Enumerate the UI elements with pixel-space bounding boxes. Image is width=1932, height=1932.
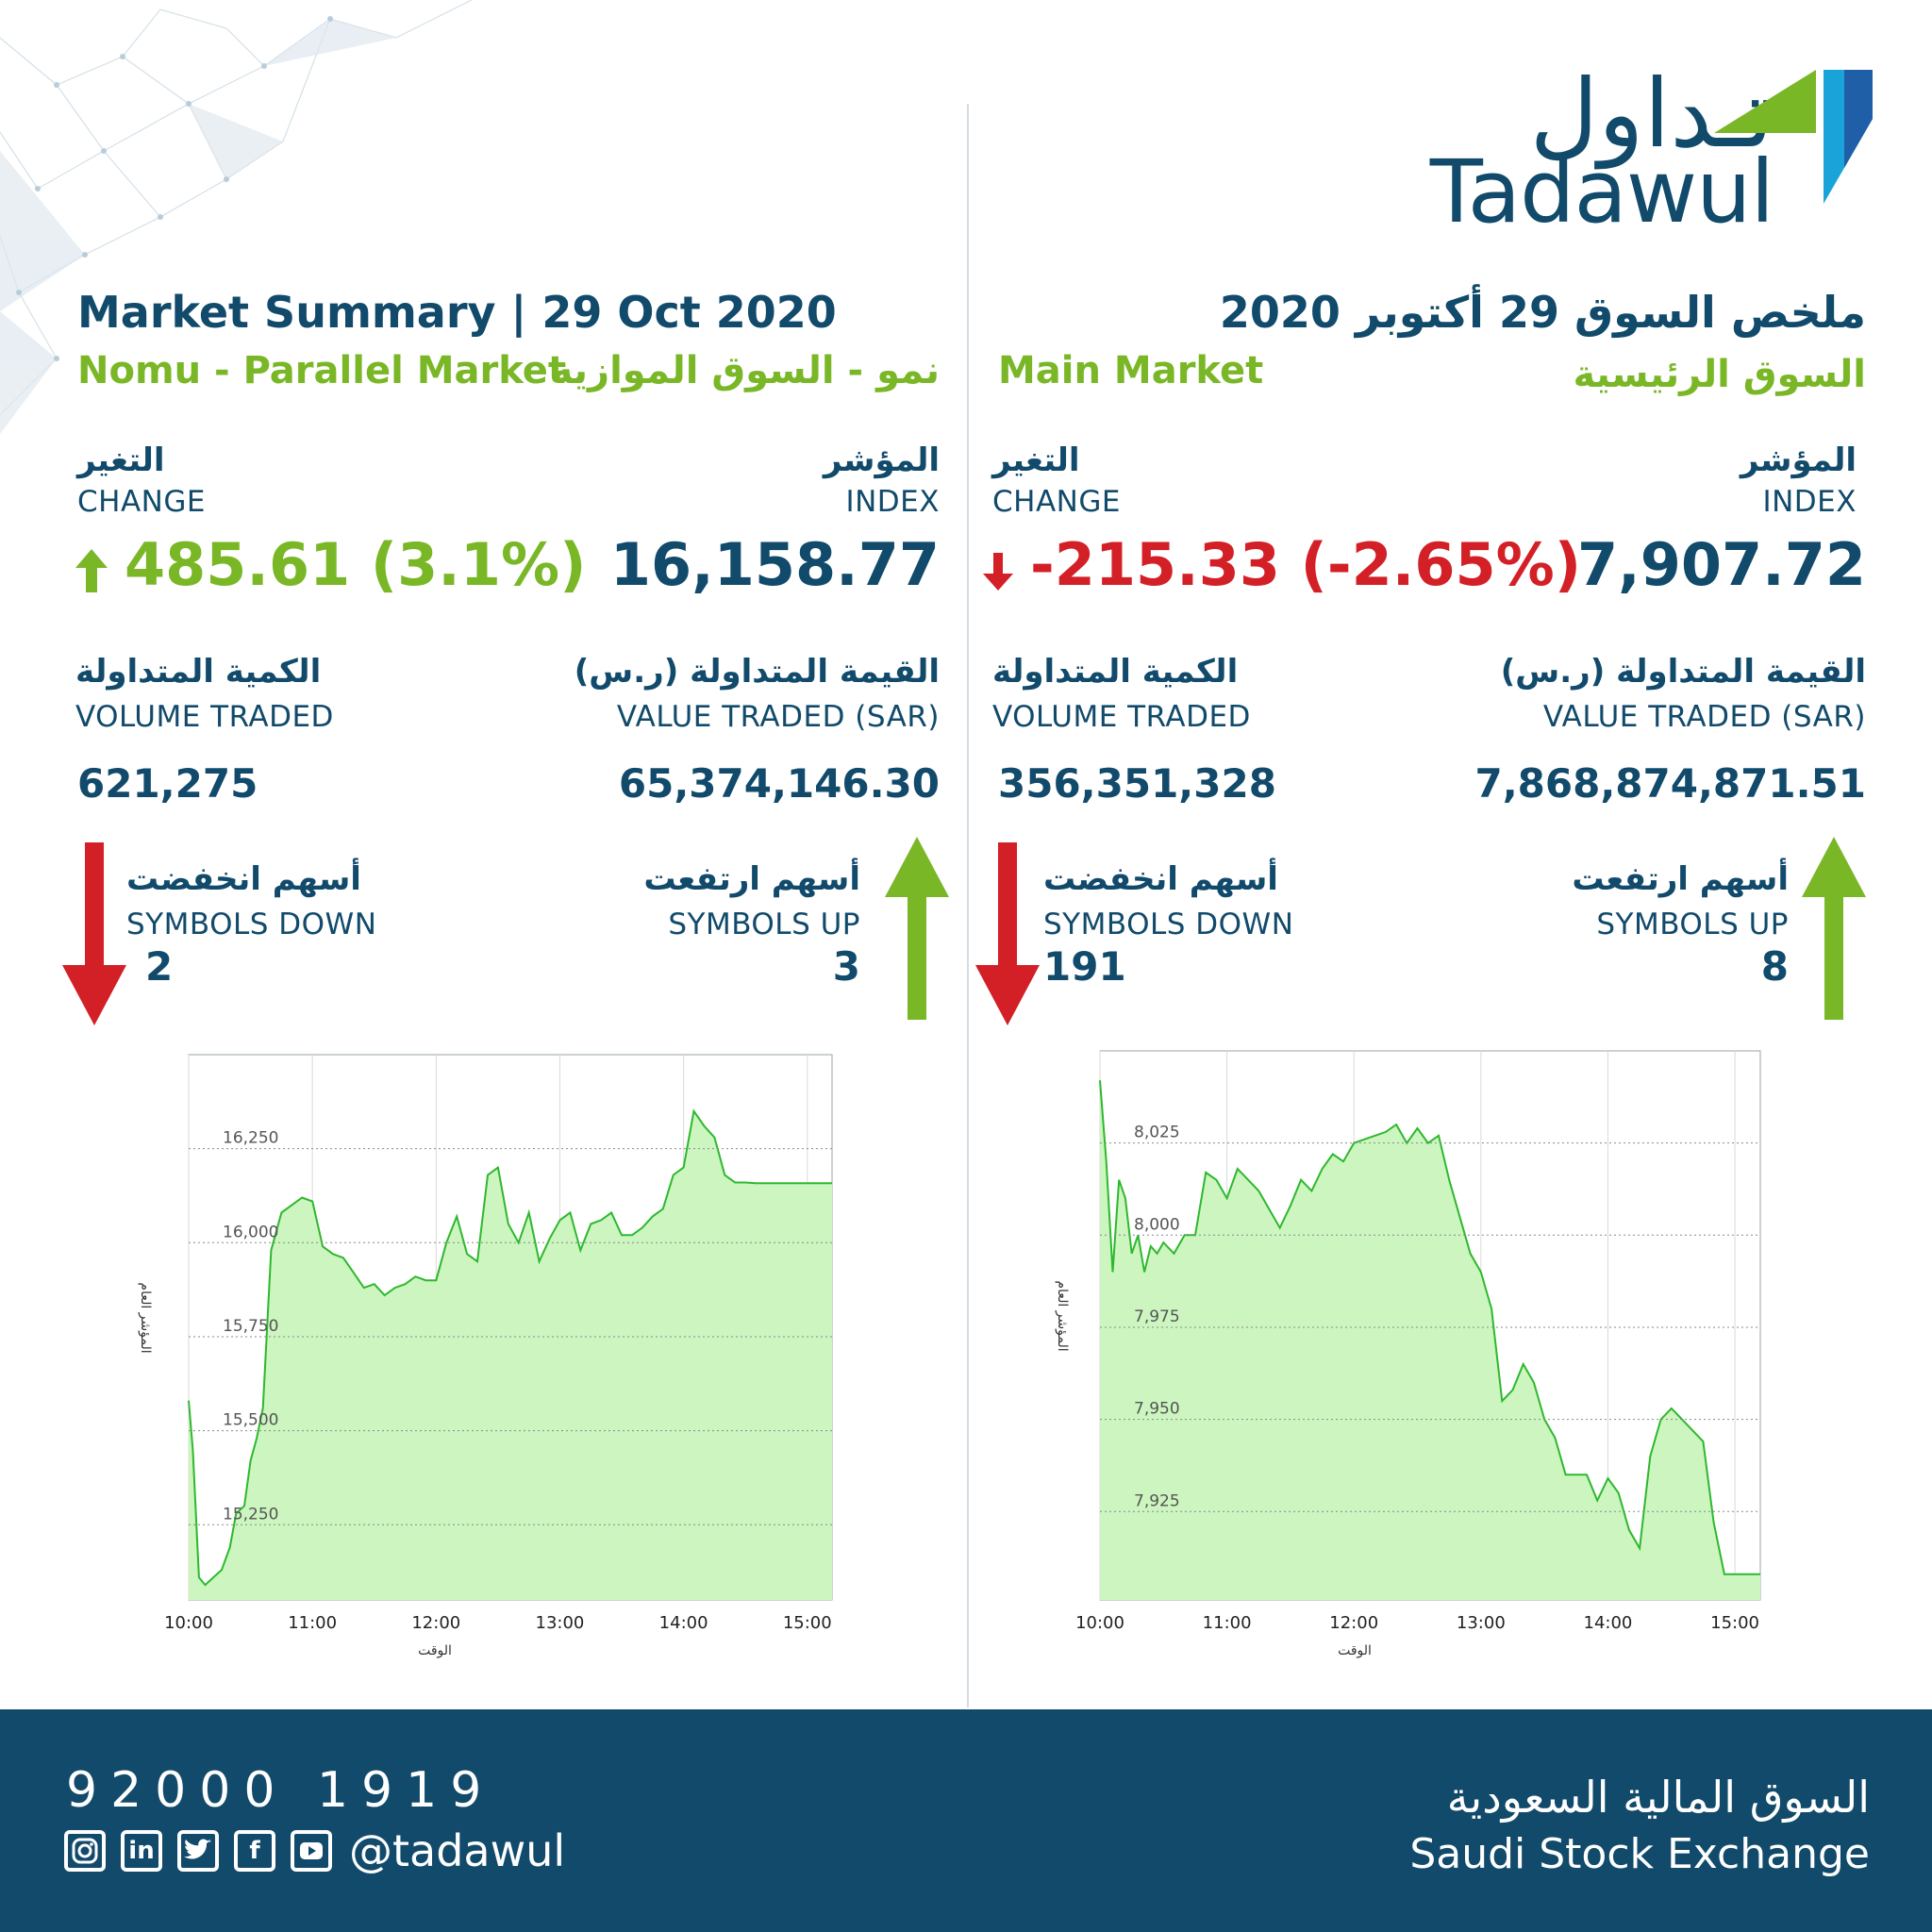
nomu-market-label-arabic: نمو - السوق الموازية (550, 349, 940, 392)
plot-area (1099, 1050, 1761, 1601)
x-tick-label: 12:00 (1329, 1613, 1378, 1633)
decorative-network-pattern (0, 0, 473, 434)
nomu-market-label-english: Nomu - Parallel Market (77, 349, 567, 392)
nomu-change-label-arabic: التغير (77, 441, 165, 479)
y-tick-label: 7,950 (1134, 1400, 1180, 1419)
nomu-volume-label-english: VOLUME TRADED (75, 700, 334, 734)
main-volume-label-english: VOLUME TRADED (992, 700, 1251, 734)
symbols-down-arrow-icon (975, 842, 1040, 1025)
series-line (1099, 1080, 1760, 1575)
main-symbols-up-label-english: SYMBOLS UP (1596, 908, 1789, 941)
series-line (188, 1108, 832, 1587)
x-tick-label: 15:00 (783, 1613, 832, 1633)
nomu-change-label-english: CHANGE (77, 485, 206, 519)
logo-english-text: Tadawul (1429, 142, 1774, 242)
nomu-value-label-arabic: القيمة المتداولة (ر.س) (574, 653, 940, 691)
y-tick-label: 16,000 (223, 1223, 278, 1241)
y-tick-label: 15,750 (223, 1317, 278, 1336)
nomu-symbols-down-label-english: SYMBOLS DOWN (126, 908, 377, 941)
twitter-icon[interactable] (177, 1830, 219, 1872)
symbols-up-arrow-icon (1802, 837, 1866, 1020)
logo-arabic-text: تـداول (1529, 58, 1774, 169)
exchange-name-english: Saudi Stock Exchange (1409, 1830, 1870, 1878)
nomu-symbols-up-label-arabic: أسهم ارتفعت (643, 860, 860, 898)
x-tick-label: 15:00 (1710, 1613, 1759, 1633)
y-tick-label: 15,250 (223, 1505, 278, 1524)
x-axis-label: الوقت (1338, 1643, 1372, 1658)
y-tick-label: 7,975 (1134, 1307, 1180, 1326)
page-title-english: Market Summary | 29 Oct 2020 (77, 287, 837, 338)
plot-area (188, 1054, 833, 1601)
main-symbols-down-label-arabic: أسهم انخفضت (1043, 860, 1278, 898)
main-value-label-arabic: القيمة المتداولة (ر.س) (1500, 653, 1866, 691)
main-volume-value: 356,351,328 (998, 760, 1276, 807)
main-symbols-down-label-english: SYMBOLS DOWN (1043, 908, 1294, 941)
main-symbols-down-value: 191 (1043, 943, 1126, 990)
phone-number[interactable]: 92000 1919 (66, 1762, 495, 1819)
area-fill (1100, 1080, 1760, 1600)
x-tick-label: 10:00 (164, 1613, 213, 1633)
nomu-symbols-up-label-english: SYMBOLS UP (668, 908, 860, 941)
nomu-value-label-english: VALUE TRADED (SAR) (616, 700, 940, 734)
main-symbols-up-label-arabic: أسهم ارتفعت (1572, 860, 1789, 898)
x-tick-label: 12:00 (411, 1613, 460, 1633)
x-tick-label: 14:00 (1584, 1613, 1633, 1633)
page-title-arabic: ملخص السوق 29 أكتوبر 2020 (1219, 287, 1866, 338)
main-index-value: 7,907.72 (1577, 530, 1866, 599)
y-tick-label: 16,250 (223, 1129, 278, 1148)
x-tick-label: 14:00 (659, 1613, 708, 1633)
symbols-down-arrow-icon (62, 842, 126, 1025)
exchange-name-arabic: السوق المالية السعودية (1446, 1772, 1870, 1823)
main-index-label-arabic: المؤشر (1740, 441, 1857, 479)
change-up-arrow-icon (75, 549, 108, 592)
y-tick-label: 15,500 (223, 1411, 278, 1430)
symbols-up-arrow-icon (885, 837, 949, 1020)
y-tick-label: 8,025 (1134, 1124, 1180, 1142)
linkedin-icon[interactable]: in (121, 1830, 162, 1872)
y-axis-label: المؤشر العام (1055, 1280, 1070, 1351)
nomu-index-label-english: INDEX (845, 485, 940, 519)
main-market-label-english: Main Market (998, 349, 1264, 392)
main-change-label-arabic: التغير (992, 441, 1080, 479)
nomu-index-label-arabic: المؤشر (823, 441, 940, 479)
section-divider (967, 104, 969, 1707)
x-tick-label: 13:00 (1457, 1613, 1506, 1633)
footer-bar (0, 1709, 1932, 1932)
x-tick-label: 11:00 (1203, 1613, 1252, 1633)
y-tick-label: 8,000 (1134, 1215, 1180, 1234)
tadawul-logo-mark (1714, 70, 1873, 204)
nomu-index-value: 16,158.77 (609, 530, 940, 599)
nomu-symbols-down-label-arabic: أسهم انخفضت (126, 860, 361, 898)
main-change-label-english: CHANGE (992, 485, 1121, 519)
y-tick-label: 7,925 (1134, 1491, 1180, 1510)
nomu-symbols-down-value: 2 (145, 943, 174, 990)
main-market-label-arabic: السوق الرئيسية (1573, 353, 1866, 396)
social-handle[interactable]: @tadawul (349, 1825, 566, 1876)
x-tick-label: 10:00 (1075, 1613, 1124, 1633)
main-value-label-english: VALUE TRADED (SAR) (1542, 700, 1866, 734)
nomu-volume-value: 621,275 (77, 760, 258, 807)
nomu-volume-label-arabic: الكمية المتداولة (75, 653, 322, 691)
facebook-icon[interactable]: f (234, 1830, 275, 1872)
main-symbols-up-value: 8 (1760, 943, 1789, 990)
main-value-value: 7,868,874,871.51 (1474, 760, 1866, 807)
main-change-value: -215.33 (-2.65%) (1030, 530, 1582, 599)
nomu-symbols-up-value: 3 (832, 943, 860, 990)
change-down-arrow-icon (983, 553, 1013, 591)
x-tick-label: 11:00 (288, 1613, 337, 1633)
x-tick-label: 13:00 (536, 1613, 585, 1633)
x-axis-label: الوقت (418, 1643, 452, 1658)
youtube-icon[interactable] (291, 1830, 332, 1872)
nomu-value-value: 65,374,146.30 (618, 760, 940, 807)
instagram-icon[interactable] (64, 1830, 106, 1872)
main-index-label-english: INDEX (1762, 485, 1857, 519)
area-fill (189, 1110, 832, 1600)
nomu-change-value: 485.61 (3.1%) (125, 530, 587, 599)
y-axis-label: المؤشر العام (138, 1282, 153, 1353)
main-volume-label-arabic: الكمية المتداولة (992, 653, 1239, 691)
